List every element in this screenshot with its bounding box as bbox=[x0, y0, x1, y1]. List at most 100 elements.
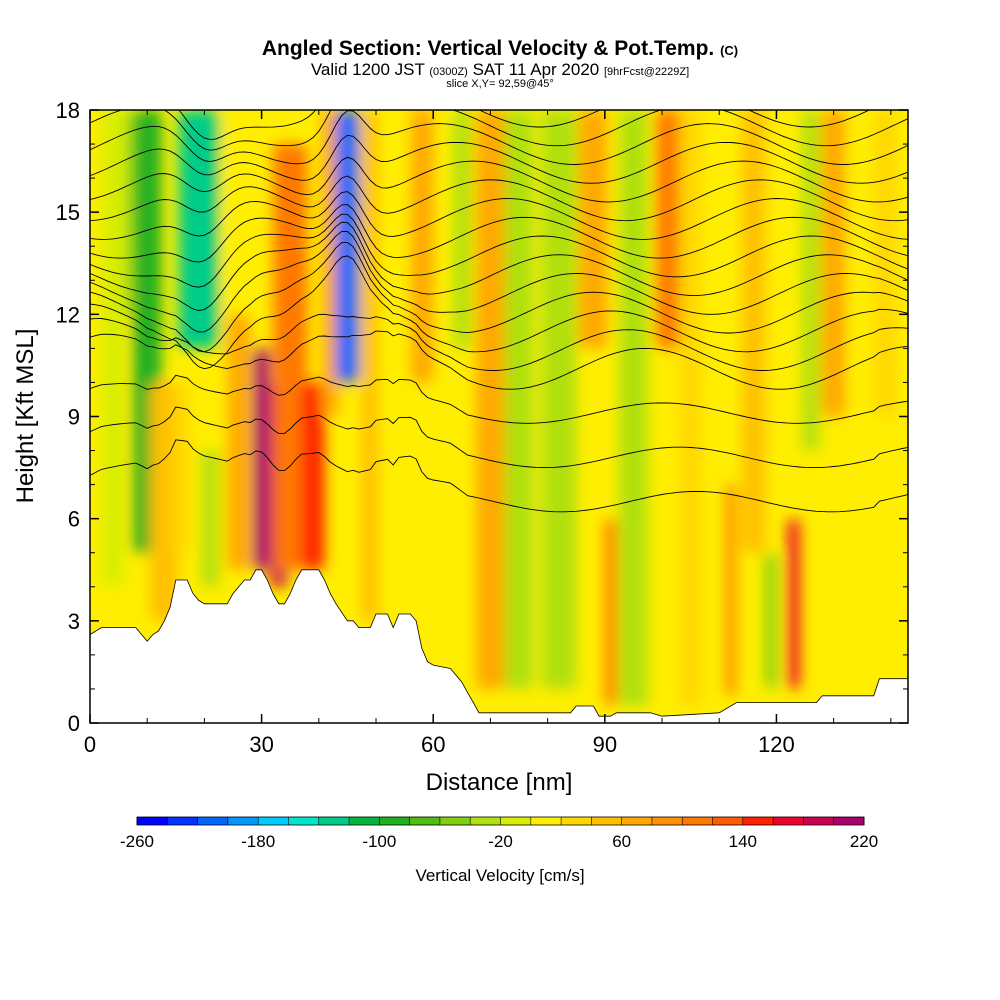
y-axis: 0 3 6 9 12 15 18 bbox=[56, 98, 908, 736]
x-axis-title: Distance [nm] bbox=[426, 769, 573, 796]
velocity-band-8 bbox=[227, 314, 251, 570]
velocity-band-0 bbox=[101, 110, 125, 587]
colorbar-swatch bbox=[137, 817, 168, 825]
colorbar-tick-label: -100 bbox=[362, 832, 396, 851]
plot-area bbox=[90, 110, 908, 723]
isentrope-16 bbox=[90, 110, 908, 151]
x-tick-label: 120 bbox=[758, 732, 795, 757]
isentrope-14 bbox=[90, 134, 908, 184]
title-main: Angled Section: Vertical Velocity & Pot.… bbox=[261, 37, 715, 60]
y-tick-label: 9 bbox=[68, 405, 80, 430]
velocity-band-17 bbox=[410, 110, 434, 383]
colorbar-swatch bbox=[833, 817, 865, 825]
isentrope-9 bbox=[90, 213, 908, 288]
x-tick-label: 90 bbox=[593, 732, 617, 757]
velocity-band-29 bbox=[764, 552, 777, 689]
colorbar-swatch bbox=[227, 817, 259, 825]
colorbar-swatch bbox=[470, 817, 501, 825]
colorbar-swatch bbox=[258, 817, 289, 825]
x-tick-label: 60 bbox=[421, 732, 445, 757]
velocity-band-18 bbox=[453, 110, 471, 349]
colorbar-swatch bbox=[318, 817, 350, 825]
isentrope-11 bbox=[90, 191, 908, 240]
velocity-band-9 bbox=[253, 348, 271, 570]
colorbar-swatch bbox=[591, 817, 623, 825]
velocity-band-20 bbox=[504, 110, 534, 689]
velocity-band-33 bbox=[873, 110, 897, 417]
velocity-band-3 bbox=[150, 382, 179, 621]
isentrope-contours bbox=[90, 110, 908, 513]
colorbar-tick-label: 220 bbox=[850, 832, 878, 851]
colorbar-swatch bbox=[712, 817, 744, 825]
isentrope-12 bbox=[90, 175, 908, 222]
colorbar-tick-label: -260 bbox=[120, 832, 154, 851]
velocity-band-6 bbox=[201, 450, 219, 587]
y-tick-label: 12 bbox=[56, 302, 80, 327]
y-axis-title: Height [Kft MSL] bbox=[12, 329, 39, 504]
colorbar-swatch bbox=[349, 817, 380, 825]
isentrope-7 bbox=[90, 230, 908, 333]
y-tick-label: 15 bbox=[56, 200, 80, 225]
velocity-band-21 bbox=[541, 110, 577, 689]
y-tick-label: 3 bbox=[68, 609, 80, 634]
isentrope-5 bbox=[90, 255, 908, 370]
colorbar: -260 -180 -100 -20 60 140 220 bbox=[120, 816, 878, 851]
isentrope-3 bbox=[90, 330, 908, 390]
chart-title: Angled Section: Vertical Velocity & Pot.… bbox=[0, 37, 1000, 61]
velocity-band-27 bbox=[724, 484, 737, 696]
velocity-band-26 bbox=[679, 110, 703, 706]
velocity-band-12 bbox=[301, 382, 325, 570]
velocity-band-23 bbox=[604, 518, 617, 706]
isentrope-6 bbox=[90, 241, 908, 353]
velocity-band-16 bbox=[378, 110, 408, 621]
terrain bbox=[90, 569, 908, 723]
colorbar-swatch bbox=[500, 817, 532, 825]
colorbar-swatch bbox=[409, 817, 441, 825]
colorbar-swatch bbox=[379, 817, 411, 825]
title-unit: (C) bbox=[720, 43, 739, 58]
colorbar-swatch bbox=[803, 817, 835, 825]
isentrope-1 bbox=[90, 406, 908, 469]
colorbar-tick-label: 140 bbox=[729, 832, 757, 851]
velocity-band-19 bbox=[476, 110, 505, 689]
velocity-band-32 bbox=[822, 110, 846, 417]
colorbar-swatch bbox=[288, 817, 320, 825]
velocity-band-4 bbox=[172, 382, 191, 553]
isentrope-0 bbox=[90, 439, 908, 513]
subtitle-valid-time: Valid 1200 JST bbox=[310, 60, 425, 79]
colorbar-swatch bbox=[682, 817, 714, 825]
colorbar-swatch bbox=[621, 817, 653, 825]
colorbar-tick-label: 60 bbox=[612, 832, 631, 851]
isentrope-8 bbox=[90, 221, 908, 311]
colorbar-tick-label: -180 bbox=[241, 832, 275, 851]
isentrope-10 bbox=[90, 204, 908, 263]
y-tick-label: 18 bbox=[56, 98, 80, 123]
y-tick-label: 6 bbox=[68, 507, 80, 532]
velocity-band-30 bbox=[787, 518, 800, 689]
velocity-band-14 bbox=[335, 110, 359, 383]
velocity-band-15 bbox=[361, 110, 379, 621]
colorbar-swatch bbox=[530, 817, 562, 825]
velocity-band-5 bbox=[178, 110, 219, 349]
colorbar-swatch bbox=[773, 817, 804, 825]
subtitle-forecast: [9hrFcst@2229Z] bbox=[603, 66, 690, 78]
isentrope-15 bbox=[90, 110, 908, 165]
isentrope-4 bbox=[90, 313, 908, 371]
velocity-band-22 bbox=[579, 110, 608, 349]
y-tick-label: 0 bbox=[68, 711, 80, 736]
colorbar-swatch bbox=[439, 817, 471, 825]
colorbar-swatch bbox=[167, 817, 199, 825]
colorbar-swatch bbox=[561, 817, 592, 825]
isentrope-17 bbox=[178, 110, 871, 141]
colorbar-tick-label: -20 bbox=[488, 832, 513, 851]
colorbar-swatch bbox=[651, 817, 683, 825]
x-tick-label: 30 bbox=[249, 732, 273, 757]
colorbar-label: Vertical Velocity [cm/s] bbox=[415, 866, 584, 885]
x-tick-label: 0 bbox=[84, 732, 96, 757]
chart-subtitle: Valid 1200 JST (0300Z) SAT 11 Apr 2020 [… bbox=[0, 60, 1000, 80]
colorbar-swatch bbox=[742, 817, 774, 825]
isentrope-13 bbox=[90, 156, 908, 203]
isentrope-2 bbox=[90, 374, 908, 424]
x-axis: 0 30 60 90 120 bbox=[84, 110, 892, 757]
